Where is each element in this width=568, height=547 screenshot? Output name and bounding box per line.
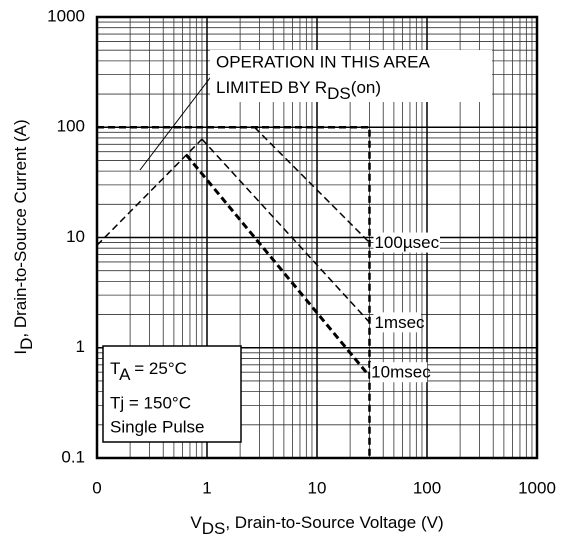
leader-line bbox=[139, 73, 214, 171]
ta-main: T bbox=[110, 359, 120, 378]
y-label-rest: , Drain-to-Source Current (A) bbox=[11, 119, 30, 337]
y-tick-label: 100 bbox=[57, 117, 85, 136]
curve-label-bg bbox=[370, 362, 428, 383]
curve-label: 1msec bbox=[374, 313, 425, 332]
annotation-end: (on) bbox=[351, 78, 381, 97]
annotation-text: LIMITED BY R bbox=[216, 78, 327, 97]
curve-label-bg bbox=[373, 312, 421, 333]
conditions-box bbox=[102, 345, 242, 443]
annotation-sub: DS bbox=[327, 84, 351, 103]
annotation-line2: LIMITED BY RDS(on) bbox=[216, 78, 381, 103]
x-label-sub: DS bbox=[202, 519, 226, 538]
curve bbox=[185, 154, 368, 374]
y-tick-label: 1000 bbox=[47, 6, 85, 25]
condition-tj: Tj = 150°C bbox=[110, 393, 191, 412]
x-tick-label: 100 bbox=[413, 478, 441, 497]
x-tick-label: 10 bbox=[308, 478, 327, 497]
x-tick-label: 1000 bbox=[518, 478, 556, 497]
x-tick-label: 0 bbox=[92, 478, 101, 497]
x-axis-label: VDS, Drain-to-Source Voltage (V) bbox=[190, 513, 443, 538]
curve-label-bg bbox=[373, 232, 440, 253]
ta-rest: = 25°C bbox=[130, 359, 187, 378]
curve-label: 100µsec bbox=[374, 233, 439, 252]
x-label-rest: , Drain-to-Source Voltage (V) bbox=[225, 513, 443, 532]
curve bbox=[96, 138, 203, 246]
condition-pulse: Single Pulse bbox=[110, 417, 205, 436]
condition-ta: TA = 25°C bbox=[110, 359, 187, 384]
curve bbox=[201, 138, 371, 323]
curve-label: 10msec bbox=[371, 363, 431, 382]
ta-sub: A bbox=[119, 365, 131, 384]
y-tick-label: 1 bbox=[76, 337, 85, 356]
y-tick-label: 10 bbox=[66, 227, 85, 246]
y-label-main: I bbox=[11, 350, 30, 355]
y-axis-label: ID, Drain-to-Source Current (A) bbox=[11, 119, 36, 354]
annotation-line1: OPERATION IN THIS AREA bbox=[216, 52, 430, 71]
y-tick-label: 0.1 bbox=[61, 447, 85, 466]
curves: 100µsec 1msec 10msec bbox=[96, 126, 440, 458]
x-tick-label: 1 bbox=[202, 478, 211, 497]
y-label-sub: D bbox=[17, 338, 36, 350]
curve bbox=[97, 126, 371, 458]
x-label-main: V bbox=[190, 513, 202, 532]
curve bbox=[253, 126, 371, 244]
annotation-bg bbox=[210, 50, 492, 102]
plot-border bbox=[95, 15, 539, 460]
